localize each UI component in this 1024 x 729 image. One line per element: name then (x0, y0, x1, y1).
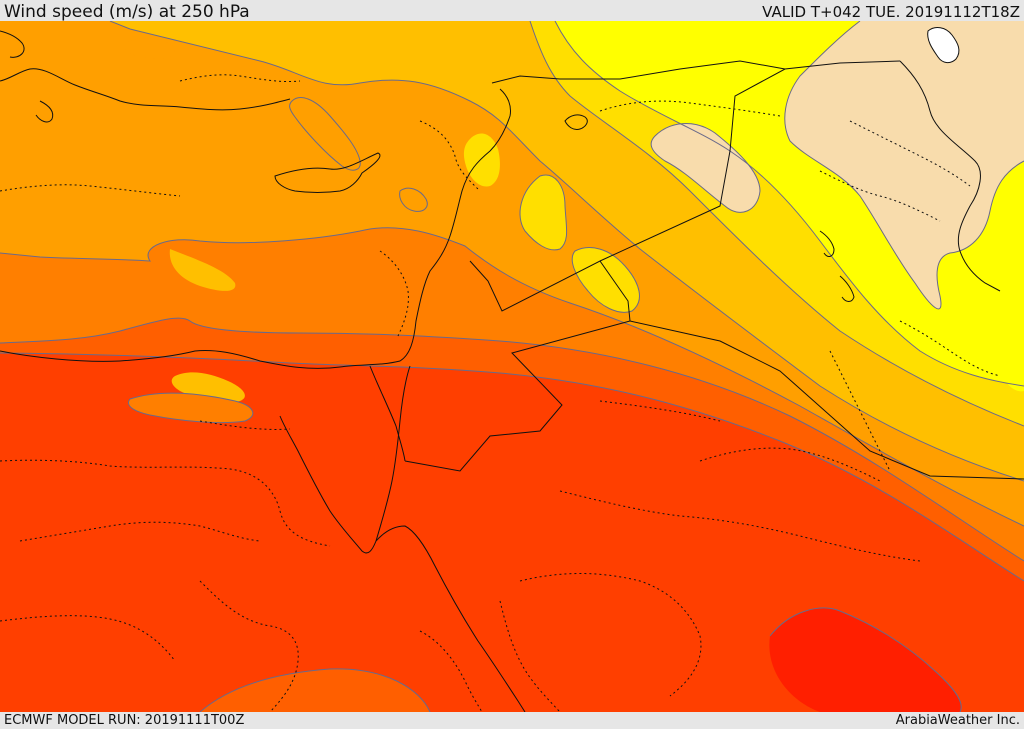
isotach-contour (0, 317, 1024, 562)
province-border (699, 447, 881, 482)
province-border (379, 250, 409, 337)
province-border (599, 100, 781, 117)
province-border (179, 74, 301, 82)
footer-bar: ECMWF MODEL RUN: 20191111T00Z ArabiaWeat… (0, 712, 1024, 729)
province-borders (0, 74, 1001, 712)
band-pocket-above-60 (769, 608, 962, 712)
coastline (0, 88, 511, 369)
isotach-contour (554, 21, 1024, 387)
province-border (199, 420, 291, 430)
band-pocket-30-35-east (520, 175, 567, 250)
band-pocket-30-35-north (463, 133, 500, 187)
band-pocket-below-20 (651, 123, 760, 213)
country-border (599, 60, 901, 262)
coastlines (0, 30, 855, 712)
band-pocket-35-40-wedge (169, 249, 236, 291)
model-run-label: ECMWF MODEL RUN: 20191111T00Z (4, 713, 245, 728)
band-pocket-40-45-blob (399, 188, 428, 212)
band-pocket-20-30-east (997, 341, 1024, 392)
valid-time: VALID T+042 TUE. 20191112T18Z (762, 3, 1020, 21)
band-pocket-40-45-north (289, 97, 361, 171)
isotach-contour (519, 174, 568, 251)
isotach-contour (650, 123, 761, 213)
isotach-contours (0, 21, 1024, 712)
band-pocket-40-45-west (125, 38, 175, 59)
header-bar: Wind speed (m/s) at 250 hPa VALID T+042 … (0, 0, 1024, 22)
isotach-contour (0, 227, 1024, 527)
province-border (599, 400, 721, 422)
coastline (0, 68, 291, 111)
province-border (199, 580, 299, 712)
isotach-contour (571, 247, 640, 313)
country-border (629, 320, 1024, 480)
wind-speed-map (0, 21, 1024, 712)
province-border (419, 630, 483, 712)
province-border (0, 615, 176, 662)
lake-shape (927, 27, 960, 64)
coastline (819, 230, 835, 257)
band-layer-below-20 (784, 21, 1024, 309)
province-border (519, 573, 702, 697)
province-border (499, 600, 561, 712)
isotach-contour (399, 187, 428, 212)
coastline (0, 30, 25, 58)
province-border (0, 184, 181, 197)
coastline (564, 114, 588, 130)
credit-label: ArabiaWeather Inc. (895, 713, 1020, 728)
isotach-contour (769, 607, 962, 712)
country-border (369, 365, 406, 462)
coastline-cyprus (274, 152, 381, 193)
band-pocket-45-50-coast (128, 393, 253, 423)
isotach-contour (199, 668, 431, 712)
map-canvas (0, 21, 1024, 712)
province-border (819, 170, 941, 222)
band-pocket-50-55-south (200, 668, 430, 712)
isotach-contour (289, 97, 361, 171)
coastline (279, 365, 411, 554)
coastline (375, 525, 526, 712)
province-border (419, 120, 481, 192)
map-title: Wind speed (m/s) at 250 hPa (4, 2, 250, 22)
country-border (491, 60, 786, 84)
isotach-contour (529, 21, 1024, 427)
country-borders (369, 60, 1024, 480)
coastline (839, 275, 855, 302)
country-border (899, 60, 1001, 292)
isotach-contour (0, 352, 1024, 582)
wind-speed-bands (0, 21, 1024, 712)
isotach-contour (784, 21, 1024, 310)
country-border (404, 260, 631, 472)
province-border (559, 490, 921, 562)
isotach-contour (127, 392, 254, 424)
coastline (35, 100, 54, 123)
province-border (849, 120, 971, 187)
isotach-contour (109, 21, 1024, 482)
